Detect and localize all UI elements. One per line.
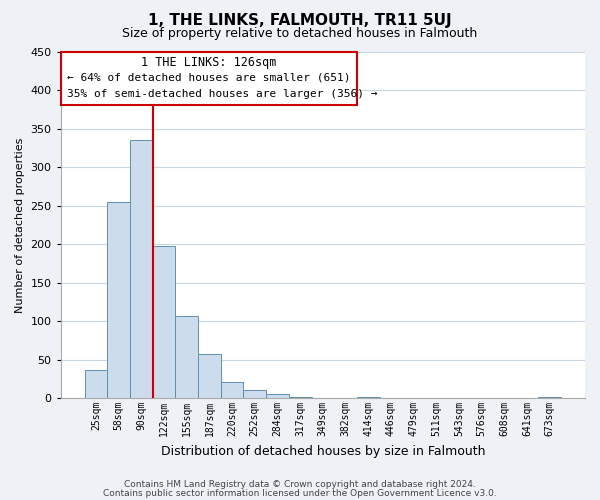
Bar bbox=[198, 354, 221, 398]
Text: 1 THE LINKS: 126sqm: 1 THE LINKS: 126sqm bbox=[141, 56, 277, 68]
Y-axis label: Number of detached properties: Number of detached properties bbox=[15, 137, 25, 312]
Bar bbox=[85, 370, 107, 398]
Bar bbox=[266, 394, 289, 398]
Bar bbox=[221, 382, 244, 398]
Bar bbox=[152, 246, 175, 398]
FancyBboxPatch shape bbox=[61, 52, 357, 105]
Text: 35% of semi-detached houses are larger (356) →: 35% of semi-detached houses are larger (… bbox=[67, 89, 377, 99]
Text: 1, THE LINKS, FALMOUTH, TR11 5UJ: 1, THE LINKS, FALMOUTH, TR11 5UJ bbox=[148, 12, 452, 28]
Text: ← 64% of detached houses are smaller (651): ← 64% of detached houses are smaller (65… bbox=[67, 73, 350, 83]
Bar bbox=[244, 390, 266, 398]
X-axis label: Distribution of detached houses by size in Falmouth: Distribution of detached houses by size … bbox=[161, 444, 485, 458]
Bar bbox=[130, 140, 152, 398]
Bar bbox=[107, 202, 130, 398]
Bar bbox=[175, 316, 198, 398]
Bar bbox=[357, 396, 380, 398]
Bar bbox=[538, 396, 561, 398]
Text: Contains HM Land Registry data © Crown copyright and database right 2024.: Contains HM Land Registry data © Crown c… bbox=[124, 480, 476, 489]
Text: Contains public sector information licensed under the Open Government Licence v3: Contains public sector information licen… bbox=[103, 489, 497, 498]
Text: Size of property relative to detached houses in Falmouth: Size of property relative to detached ho… bbox=[122, 28, 478, 40]
